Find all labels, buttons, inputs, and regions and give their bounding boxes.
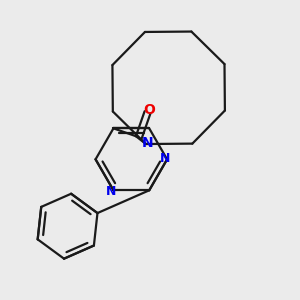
Text: O: O — [144, 103, 155, 117]
Text: N: N — [106, 185, 116, 198]
Text: N: N — [142, 136, 153, 150]
Text: N: N — [159, 152, 170, 165]
